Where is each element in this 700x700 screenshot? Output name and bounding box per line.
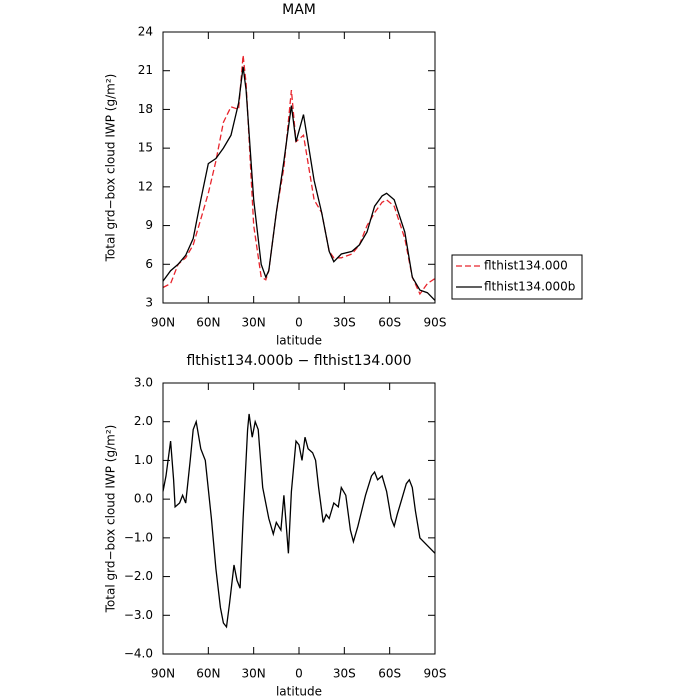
x-tick-label: 0 (295, 667, 303, 681)
plot-frame (162, 31, 436, 304)
plot-frame (162, 382, 436, 655)
y-tick-label: 15 (138, 141, 153, 155)
x-tick-label: 60N (196, 667, 220, 681)
x-tick-label: 0 (295, 316, 303, 330)
x-tick-label: 90S (424, 316, 447, 330)
chart-title: flthist134.000b − flthist134.000 (186, 353, 411, 369)
y-axis-label: Total grd−box cloud IWP (g/m²) (104, 74, 118, 263)
legend-box (451, 254, 583, 300)
y-tick-label: −4.0 (124, 647, 153, 661)
y-tick-label: 0.0 (134, 492, 153, 506)
x-tick-label: 90S (424, 667, 447, 681)
x-tick-label: 60S (378, 316, 401, 330)
y-tick-label: 1.0 (134, 453, 153, 467)
y-axis-label: Total grd−box cloud IWP (g/m²) (104, 425, 118, 614)
x-tick-label: 30S (333, 667, 356, 681)
y-tick-label: 21 (138, 63, 153, 77)
x-axis-label: latitude (276, 685, 322, 699)
x-tick-label: 90N (151, 316, 175, 330)
y-tick-label: 24 (138, 25, 153, 39)
y-tick-label: 9 (145, 218, 153, 232)
y-tick-label: 3.0 (134, 376, 153, 390)
legend-label: flthist134.000b (484, 280, 575, 294)
y-tick-label: −1.0 (124, 530, 153, 544)
y-tick-label: −3.0 (124, 608, 153, 622)
y-tick-label: 18 (138, 102, 153, 116)
x-tick-label: 30N (242, 316, 266, 330)
data-line (162, 66, 436, 301)
y-tick-label: 6 (145, 257, 153, 271)
y-tick-label: 2.0 (134, 414, 153, 428)
x-tick-label: 30N (242, 667, 266, 681)
x-tick-label: 60N (196, 316, 220, 330)
data-line (162, 55, 436, 296)
y-tick-label: 3 (145, 296, 153, 310)
x-tick-label: 30S (333, 316, 356, 330)
y-tick-label: 12 (138, 179, 153, 193)
legend-label: flthist134.000 (484, 259, 568, 273)
x-axis-label: latitude (276, 334, 322, 348)
chart-title: MAM (282, 2, 316, 18)
x-tick-label: 60S (378, 667, 401, 681)
y-tick-label: −2.0 (124, 569, 153, 583)
x-tick-label: 90N (151, 667, 175, 681)
data-line (162, 413, 436, 629)
